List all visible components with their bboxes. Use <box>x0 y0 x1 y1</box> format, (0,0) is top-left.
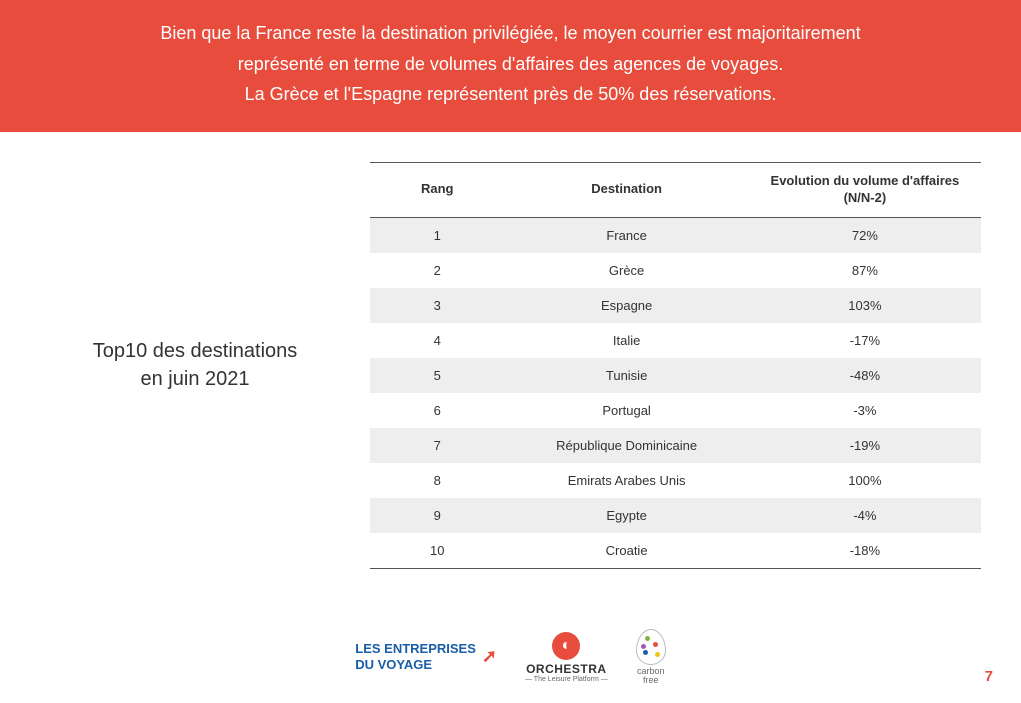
cell-destination: Tunisie <box>504 358 748 393</box>
section-title-line-1: Top10 des destinations <box>40 337 350 365</box>
orchestra-icon: ◐ <box>552 632 580 660</box>
col-header-rank: Rang <box>370 162 504 217</box>
cell-evolution: -19% <box>749 428 981 463</box>
cell-destination: Italie <box>504 323 748 358</box>
orchestra-tagline: — The Leisure Platform — <box>525 676 608 683</box>
cell-rank: 2 <box>370 253 504 288</box>
cell-evolution: -48% <box>749 358 981 393</box>
footer: LES ENTREPRISES DU VOYAGE ➚ ◐ ORCHESTRA … <box>0 629 1021 685</box>
cell-rank: 9 <box>370 498 504 533</box>
cell-rank: 3 <box>370 288 504 323</box>
cell-evolution: 100% <box>749 463 981 498</box>
cell-rank: 8 <box>370 463 504 498</box>
cell-rank: 10 <box>370 533 504 569</box>
cell-evolution: -3% <box>749 393 981 428</box>
col-header-destination: Destination <box>504 162 748 217</box>
orchestra-name: ORCHESTRA <box>525 662 608 676</box>
cell-destination: Croatie <box>504 533 748 569</box>
table-row: 2Grèce87% <box>370 253 981 288</box>
col-header-evolution: Evolution du volume d'affaires (N/N-2) <box>749 162 981 217</box>
logos-row: LES ENTREPRISES DU VOYAGE ➚ ◐ ORCHESTRA … <box>355 629 665 685</box>
table-row: 3Espagne103% <box>370 288 981 323</box>
logo-orchestra: ◐ ORCHESTRA — The Leisure Platform — <box>525 632 608 683</box>
banner-line-3: La Grèce et l'Espagne représentent près … <box>40 79 981 110</box>
banner-line-1: Bien que la France reste la destination … <box>40 18 981 49</box>
cell-evolution: 72% <box>749 217 981 253</box>
banner-line-2: représenté en terme de volumes d'affaire… <box>40 49 981 80</box>
table-row: 8Emirats Arabes Unis100% <box>370 463 981 498</box>
table-row: 9Egypte-4% <box>370 498 981 533</box>
table-row: 5Tunisie-48% <box>370 358 981 393</box>
section-title-line-2: en juin 2021 <box>40 365 350 393</box>
edv-arrow-icon: ➚ <box>482 646 497 668</box>
cell-evolution: -17% <box>749 323 981 358</box>
table-row: 1France72% <box>370 217 981 253</box>
table-container: Rang Destination Evolution du volume d'a… <box>370 162 981 569</box>
cell-destination: France <box>504 217 748 253</box>
cell-destination: Portugal <box>504 393 748 428</box>
cell-rank: 6 <box>370 393 504 428</box>
table-row: 4Italie-17% <box>370 323 981 358</box>
cell-evolution: -4% <box>749 498 981 533</box>
destinations-table: Rang Destination Evolution du volume d'a… <box>370 162 981 569</box>
main-content: Top10 des destinations en juin 2021 Rang… <box>0 132 1021 569</box>
section-title: Top10 des destinations en juin 2021 <box>40 337 370 393</box>
cell-destination: République Dominicaine <box>504 428 748 463</box>
cell-destination: Egypte <box>504 498 748 533</box>
cell-evolution: -18% <box>749 533 981 569</box>
cell-evolution: 103% <box>749 288 981 323</box>
cell-destination: Espagne <box>504 288 748 323</box>
cell-evolution: 87% <box>749 253 981 288</box>
logo-carbon-free: carbon free <box>636 629 666 685</box>
table-row: 7République Dominicaine-19% <box>370 428 981 463</box>
cell-destination: Grèce <box>504 253 748 288</box>
edv-line-2: DU VOYAGE <box>355 657 476 673</box>
table-row: 6Portugal-3% <box>370 393 981 428</box>
cell-destination: Emirats Arabes Unis <box>504 463 748 498</box>
table-header-row: Rang Destination Evolution du volume d'a… <box>370 162 981 217</box>
carbon-free-icon <box>636 629 666 665</box>
edv-line-1: LES ENTREPRISES <box>355 641 476 657</box>
cell-rank: 7 <box>370 428 504 463</box>
cell-rank: 5 <box>370 358 504 393</box>
logo-entreprises-du-voyage: LES ENTREPRISES DU VOYAGE ➚ <box>355 641 497 672</box>
carbon-line-2: free <box>636 676 666 685</box>
table-row: 10Croatie-18% <box>370 533 981 569</box>
cell-rank: 4 <box>370 323 504 358</box>
header-banner: Bien que la France reste la destination … <box>0 0 1021 132</box>
page-number: 7 <box>985 668 993 685</box>
cell-rank: 1 <box>370 217 504 253</box>
